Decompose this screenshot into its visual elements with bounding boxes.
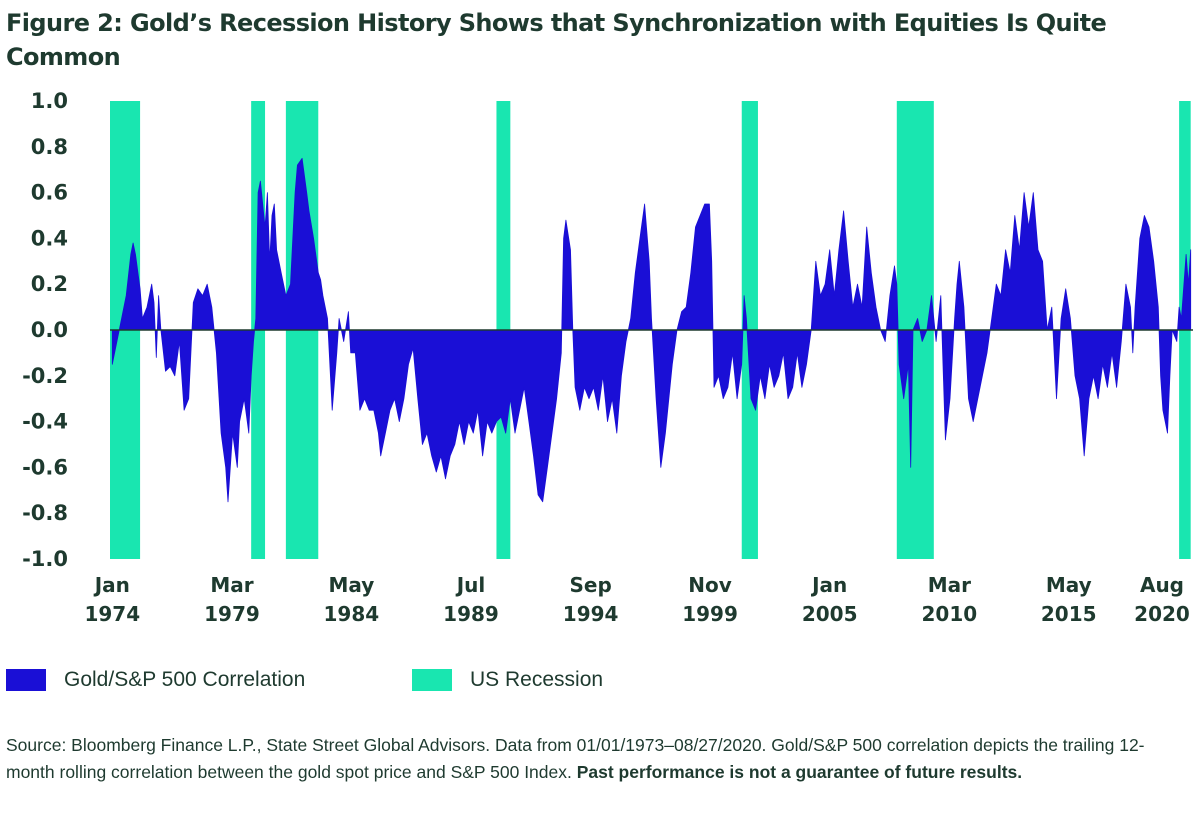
y-tick-label: -0.6 (22, 455, 68, 479)
x-axis-ticks: Jan 1974 Mar 1979 May 1984 Jul 1989 Sep 1994 Nov 19… (84, 573, 1189, 626)
x-tick-month-label: Jan (810, 573, 847, 597)
legend-item-recession: US Recession (412, 668, 603, 692)
y-axis-ticks: 1.0 0.8 0.6 0.4 0.2 0.0 -0.2 -0.4 -0.6 -0.8 -1.0 (22, 89, 68, 571)
x-tick-year-label: 1994 (563, 602, 619, 626)
x-tick-year-label: 2020 (1134, 602, 1190, 626)
y-tick-label: 1.0 (31, 89, 68, 113)
legend-label-recession: US Recession (470, 668, 604, 691)
y-tick-label: -1.0 (22, 547, 68, 571)
y-tick-label: -0.8 (22, 501, 68, 525)
disclaimer-text: Past performance is not a guarantee of f… (576, 762, 1023, 782)
source-note: Source: Bloomberg Finance L.P., State St… (6, 732, 1192, 786)
x-tick-year-label: 1989 (443, 602, 499, 626)
x-tick-year-label: 1999 (682, 602, 738, 626)
x-tick-month-label: Sep (569, 573, 611, 597)
x-tick-year-label: 1984 (324, 602, 380, 626)
correlation-chart: 1.0 0.8 0.6 0.4 0.2 0.0 -0.2 -0.4 -0.6 -0.8 -1.0 J… (22, 89, 1193, 626)
x-tick-year-label: 2010 (921, 602, 977, 626)
y-tick-label: 0.0 (31, 318, 68, 342)
chart-title: Figure 2: Gold’s Recession History Shows… (6, 9, 1107, 71)
legend: Gold/S&P 500 Correlation US Recession (0, 668, 1200, 696)
x-tick-month-label: Aug (1140, 573, 1184, 597)
x-tick-year-label: 1974 (84, 602, 140, 626)
y-tick-label: 0.2 (31, 272, 68, 296)
legend-swatch-correlation (6, 669, 46, 691)
correlation-area (111, 157, 1192, 503)
x-tick-year-label: 2005 (802, 602, 858, 626)
x-tick-month-label: May (1046, 573, 1092, 597)
x-tick-month-label: Jul (455, 573, 486, 597)
y-tick-label: 0.4 (31, 226, 68, 250)
y-tick-label: 0.6 (31, 181, 68, 205)
x-tick-month-label: Nov (688, 573, 732, 597)
legend-label-correlation: Gold/S&P 500 Correlation (64, 668, 306, 691)
x-tick-year-label: 1979 (204, 602, 260, 626)
y-tick-label: -0.4 (22, 410, 68, 434)
source-text: Source: Bloomberg Finance L.P., State St… (6, 735, 1145, 782)
x-tick-month-label: May (328, 573, 374, 597)
x-tick-year-label: 2015 (1041, 602, 1097, 626)
legend-item-correlation: Gold/S&P 500 Correlation (6, 668, 305, 692)
x-tick-month-label: Jan (93, 573, 130, 597)
y-tick-label: -0.2 (22, 364, 68, 388)
x-tick-month-label: Mar (928, 573, 971, 597)
x-tick-month-label: Mar (210, 573, 253, 597)
legend-swatch-recession (412, 669, 452, 691)
y-tick-label: 0.8 (31, 135, 68, 159)
